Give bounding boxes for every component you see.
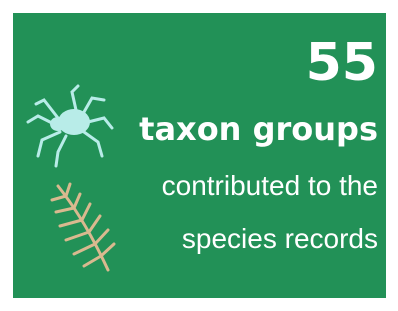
stat-label: taxon groups: [139, 110, 378, 148]
stat-card: 55 taxon groups contributed to the speci…: [0, 0, 398, 311]
stat-description: species records: [182, 223, 378, 254]
stat-description: contributed to the: [162, 170, 378, 201]
stat-value: 55: [306, 33, 378, 93]
